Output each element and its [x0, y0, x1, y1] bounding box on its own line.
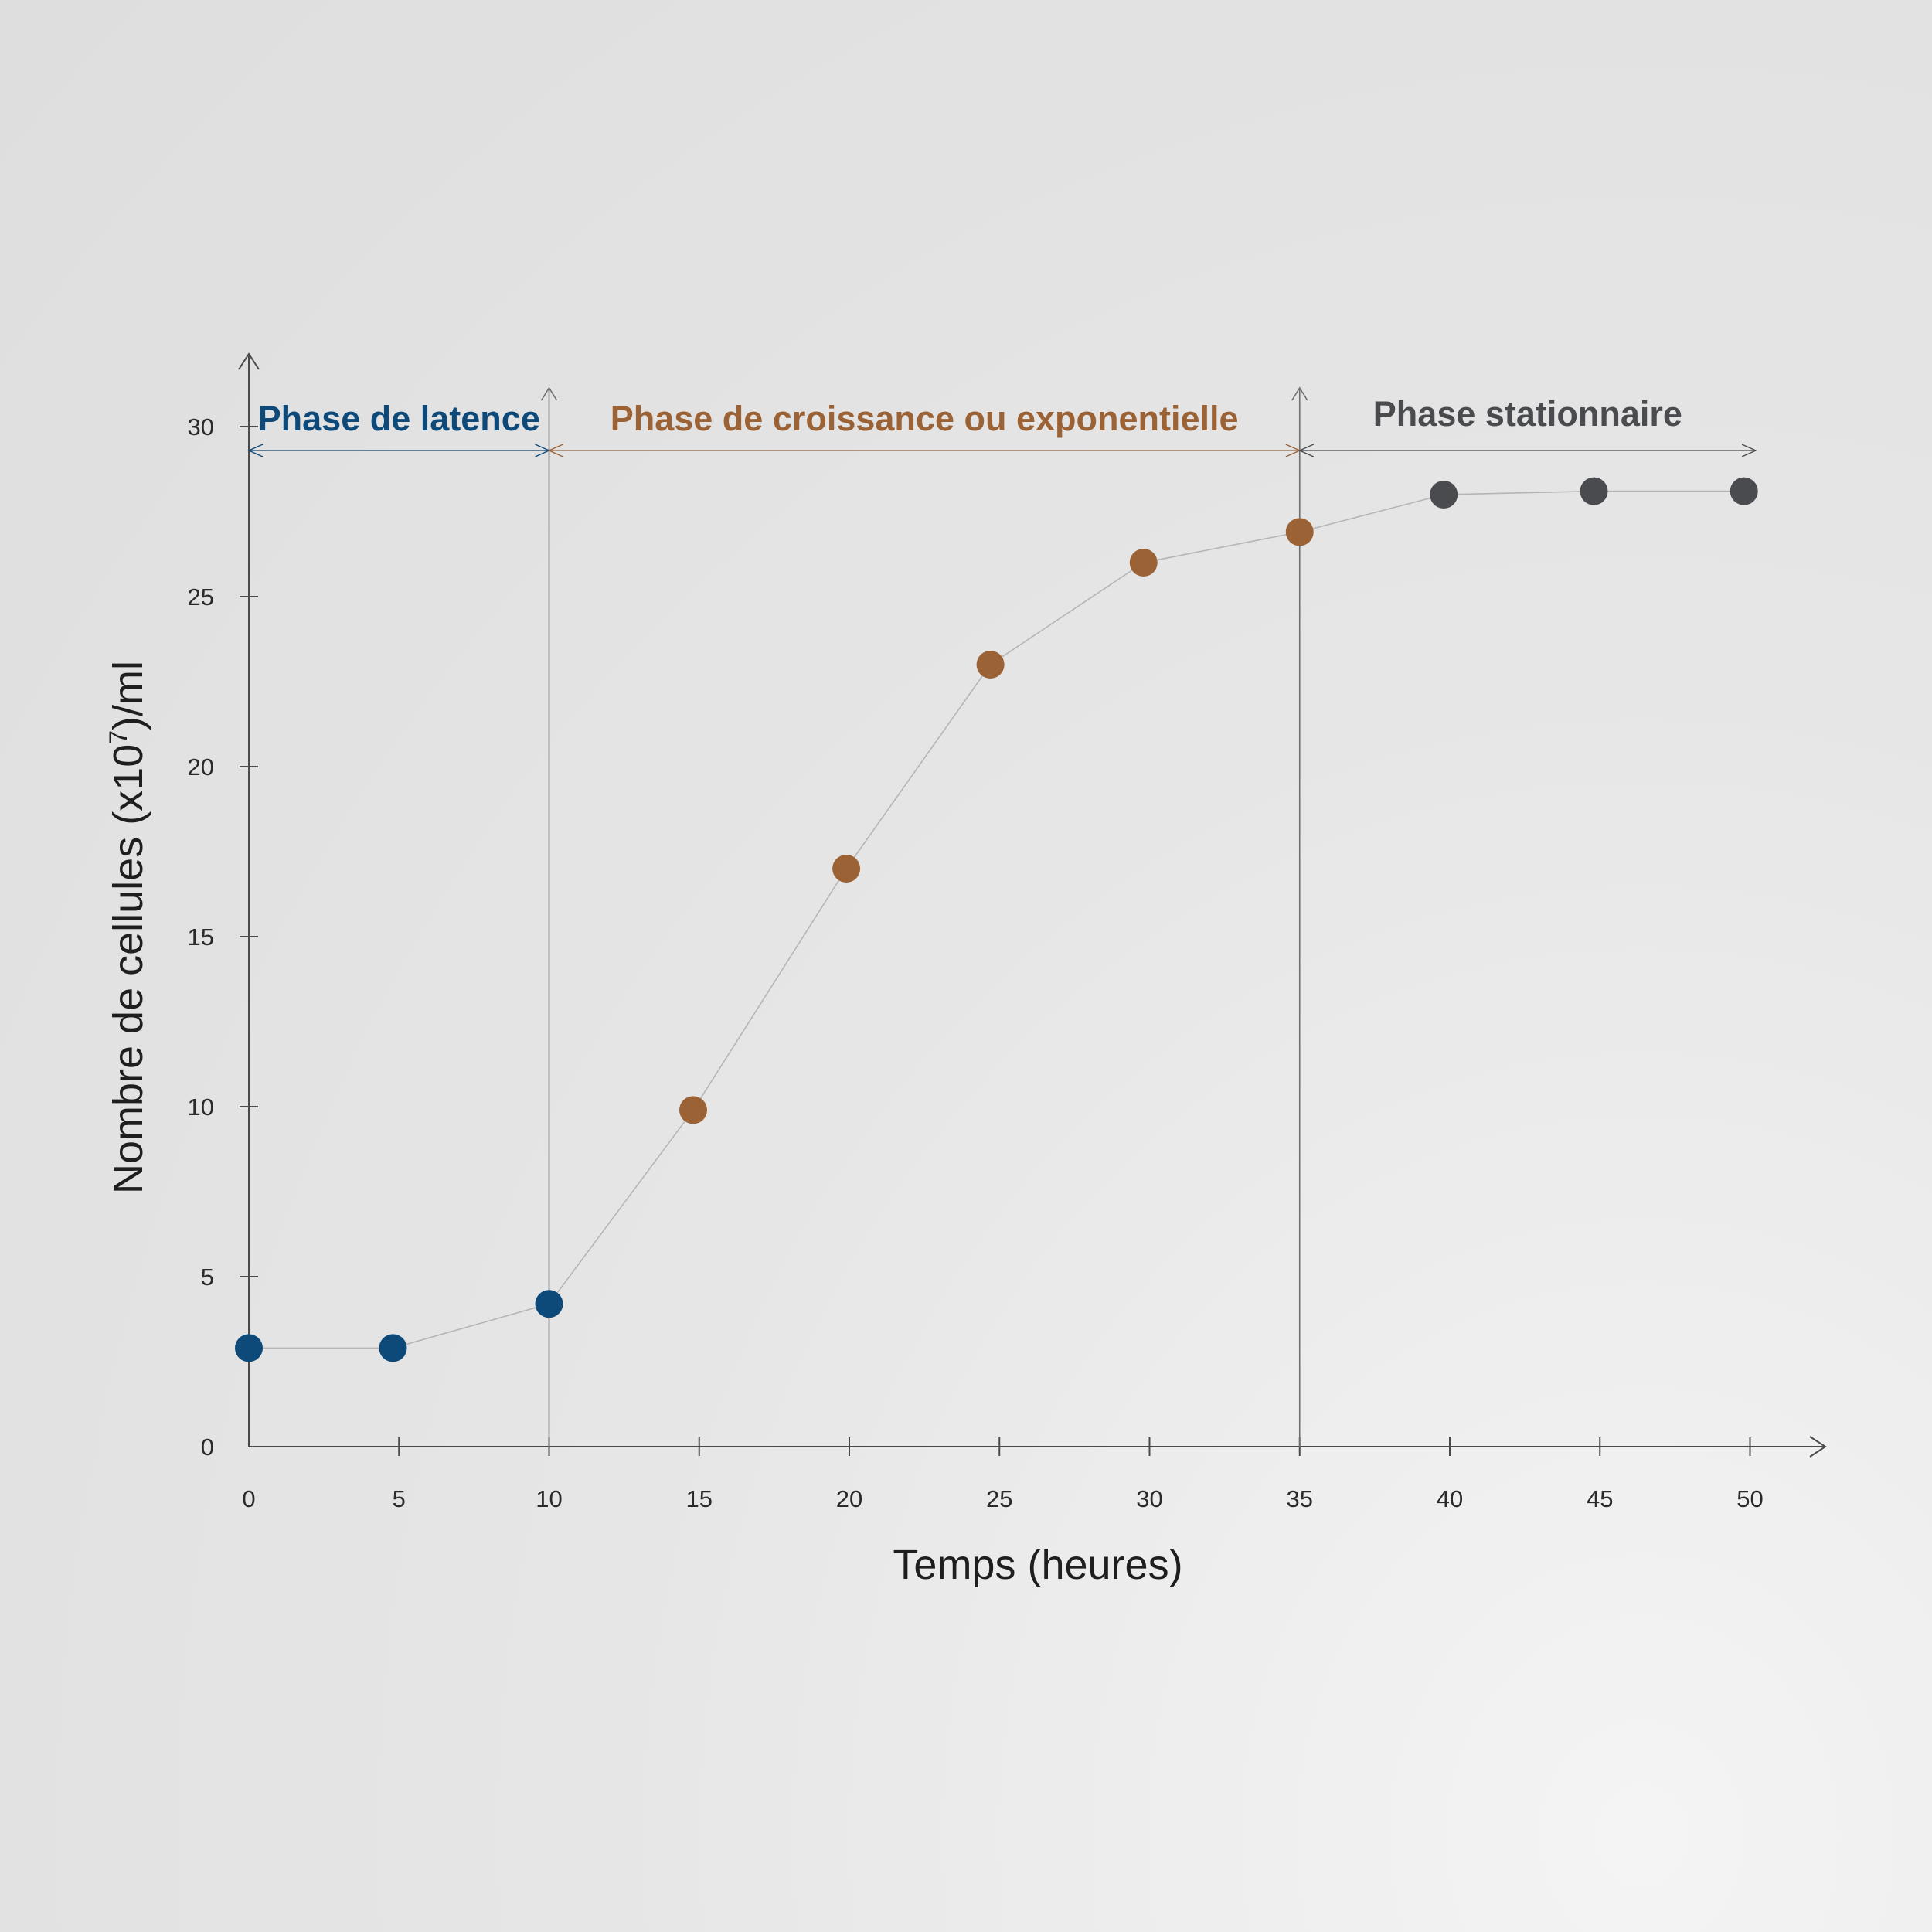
y-tick-label: 15	[188, 923, 214, 951]
x-axis-arrow	[1809, 1436, 1827, 1458]
phase-boundary-arrow	[540, 386, 558, 401]
x-tick-label: 0	[242, 1485, 255, 1512]
y-tick-label: 30	[188, 413, 214, 440]
data-point	[1430, 481, 1458, 509]
phase-span-arrow-left	[547, 444, 563, 457]
axes	[238, 352, 1827, 1458]
y-tick-label: 20	[188, 753, 214, 781]
data-point	[679, 1096, 707, 1124]
y-tick-label: 10	[188, 1094, 214, 1121]
x-tick-label: 35	[1287, 1485, 1313, 1512]
x-tick-label: 25	[986, 1485, 1012, 1512]
data-point	[535, 1290, 563, 1318]
y-axis-title-main: Nombre de cellules (x10	[105, 744, 151, 1194]
y-axis-title-end: )/ml	[105, 661, 151, 730]
data-series	[235, 477, 1758, 1362]
tick-labels: 0 5 10 15 20 25 30 35 40 45 50 0 5 10 15 20 25 30	[188, 413, 1764, 1512]
data-point	[1730, 477, 1758, 505]
data-point	[1580, 477, 1608, 505]
phase-label: Phase de latence	[258, 399, 540, 438]
x-tick-label: 5	[393, 1485, 406, 1512]
phase-annotations: Phase de latence Phase de croissance ou e…	[247, 386, 1757, 1447]
y-axis-title-exponent: 7	[104, 730, 132, 744]
x-tick-label: 15	[686, 1485, 713, 1512]
x-tick-label: 40	[1437, 1485, 1463, 1512]
data-point	[379, 1334, 407, 1362]
phase-span-arrow-right	[1741, 444, 1757, 457]
phase-boundary-arrow	[1291, 386, 1308, 401]
data-point	[1129, 549, 1158, 577]
data-point	[976, 651, 1005, 679]
y-tick-label: 25	[188, 583, 214, 611]
x-tick-label: 20	[836, 1485, 862, 1512]
y-tick-label: 0	[201, 1434, 214, 1461]
y-tick-label: 5	[201, 1264, 214, 1291]
data-point	[235, 1334, 263, 1362]
x-tick-label: 50	[1736, 1485, 1763, 1512]
phase-span-arrow-left	[1298, 444, 1315, 457]
data-point	[1285, 518, 1314, 546]
growth-curve-line	[249, 490, 1744, 1349]
x-tick-label: 30	[1136, 1485, 1162, 1512]
data-point	[832, 855, 861, 883]
x-tick-label: 10	[536, 1485, 562, 1512]
phase-label: Phase de croissance ou exponentielle	[611, 399, 1239, 438]
y-axis-title: Nombre de cellules (x107)/ml	[104, 661, 151, 1194]
x-axis-title: Temps (heures)	[893, 1542, 1182, 1588]
x-tick-label: 45	[1587, 1485, 1613, 1512]
phase-span-arrow-left	[247, 444, 264, 457]
phase-label: Phase stationnaire	[1373, 394, 1682, 434]
y-axis-arrow	[238, 352, 260, 370]
